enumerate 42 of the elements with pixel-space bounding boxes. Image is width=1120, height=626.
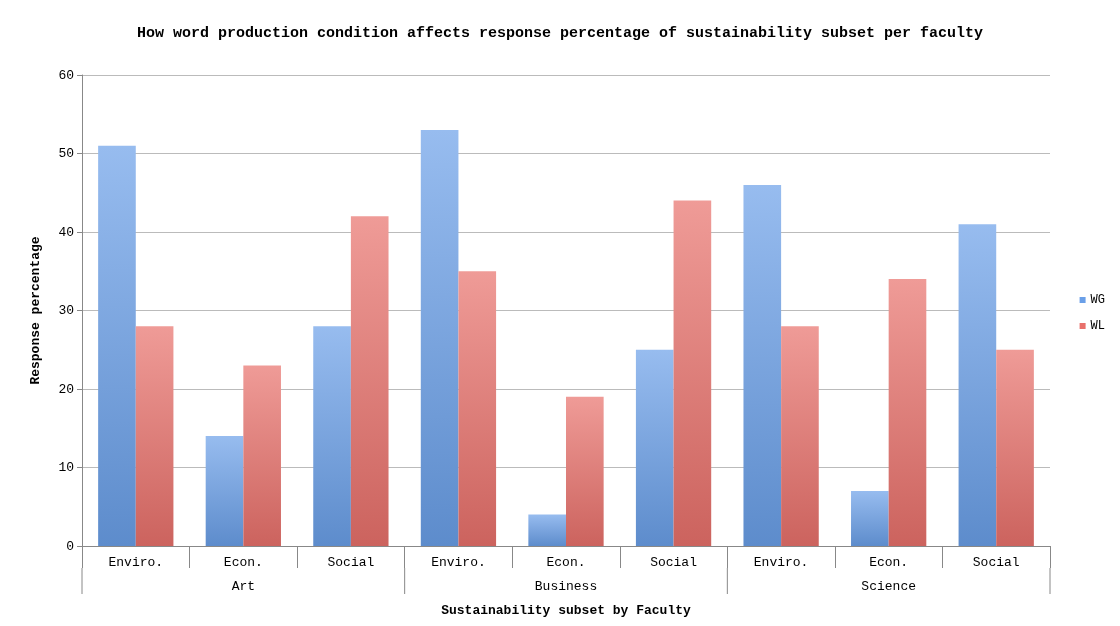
y-tick-label: 10 [58,460,74,475]
bar [243,365,281,546]
bar [635,349,674,546]
y-tick-label: 50 [58,146,74,161]
y-tick-label: 0 [66,538,74,554]
bar [851,491,889,546]
bar [673,200,712,546]
text: Art [231,579,256,594]
bar [566,396,604,546]
x-axis-title: Sustainability subset by Faculty [441,603,692,618]
bar [958,224,997,546]
bar [420,129,459,546]
bar [350,216,389,546]
bar [888,279,927,546]
bar [313,326,351,546]
x-tick-label: Econ. [869,555,909,570]
x-tick-label: Social [972,555,1020,570]
x-tick-label: Enviro. [431,555,486,570]
bar [458,271,497,546]
y-tick-label: 60 [58,67,74,83]
x-tick-label: Econ. [546,555,586,570]
bar [743,184,782,546]
x-tick-label: Social [327,555,375,570]
x-tick-label: Econ. [223,555,263,570]
y-tick-label: 30 [58,303,74,318]
chart-title: How word production condition affects response percentage of sustainability subset per faculty [136,24,984,42]
x-tick-label: Social [650,555,698,570]
x-tick-label: Enviro. [108,555,164,570]
bar [205,436,244,546]
y-axis-title: Response percentage [28,236,43,385]
bar [528,514,566,546]
legend-label: WL [1090,319,1105,333]
bar [98,145,136,546]
bar [135,326,174,546]
bar [781,326,819,546]
bar [996,349,1034,546]
text: Business [534,579,598,594]
legend-label: WG [1090,293,1105,307]
text: Science [861,579,916,594]
x-tick-label: Enviro. [753,555,809,570]
y-tick-label: 40 [58,224,74,240]
y-tick-label: 20 [58,381,74,397]
